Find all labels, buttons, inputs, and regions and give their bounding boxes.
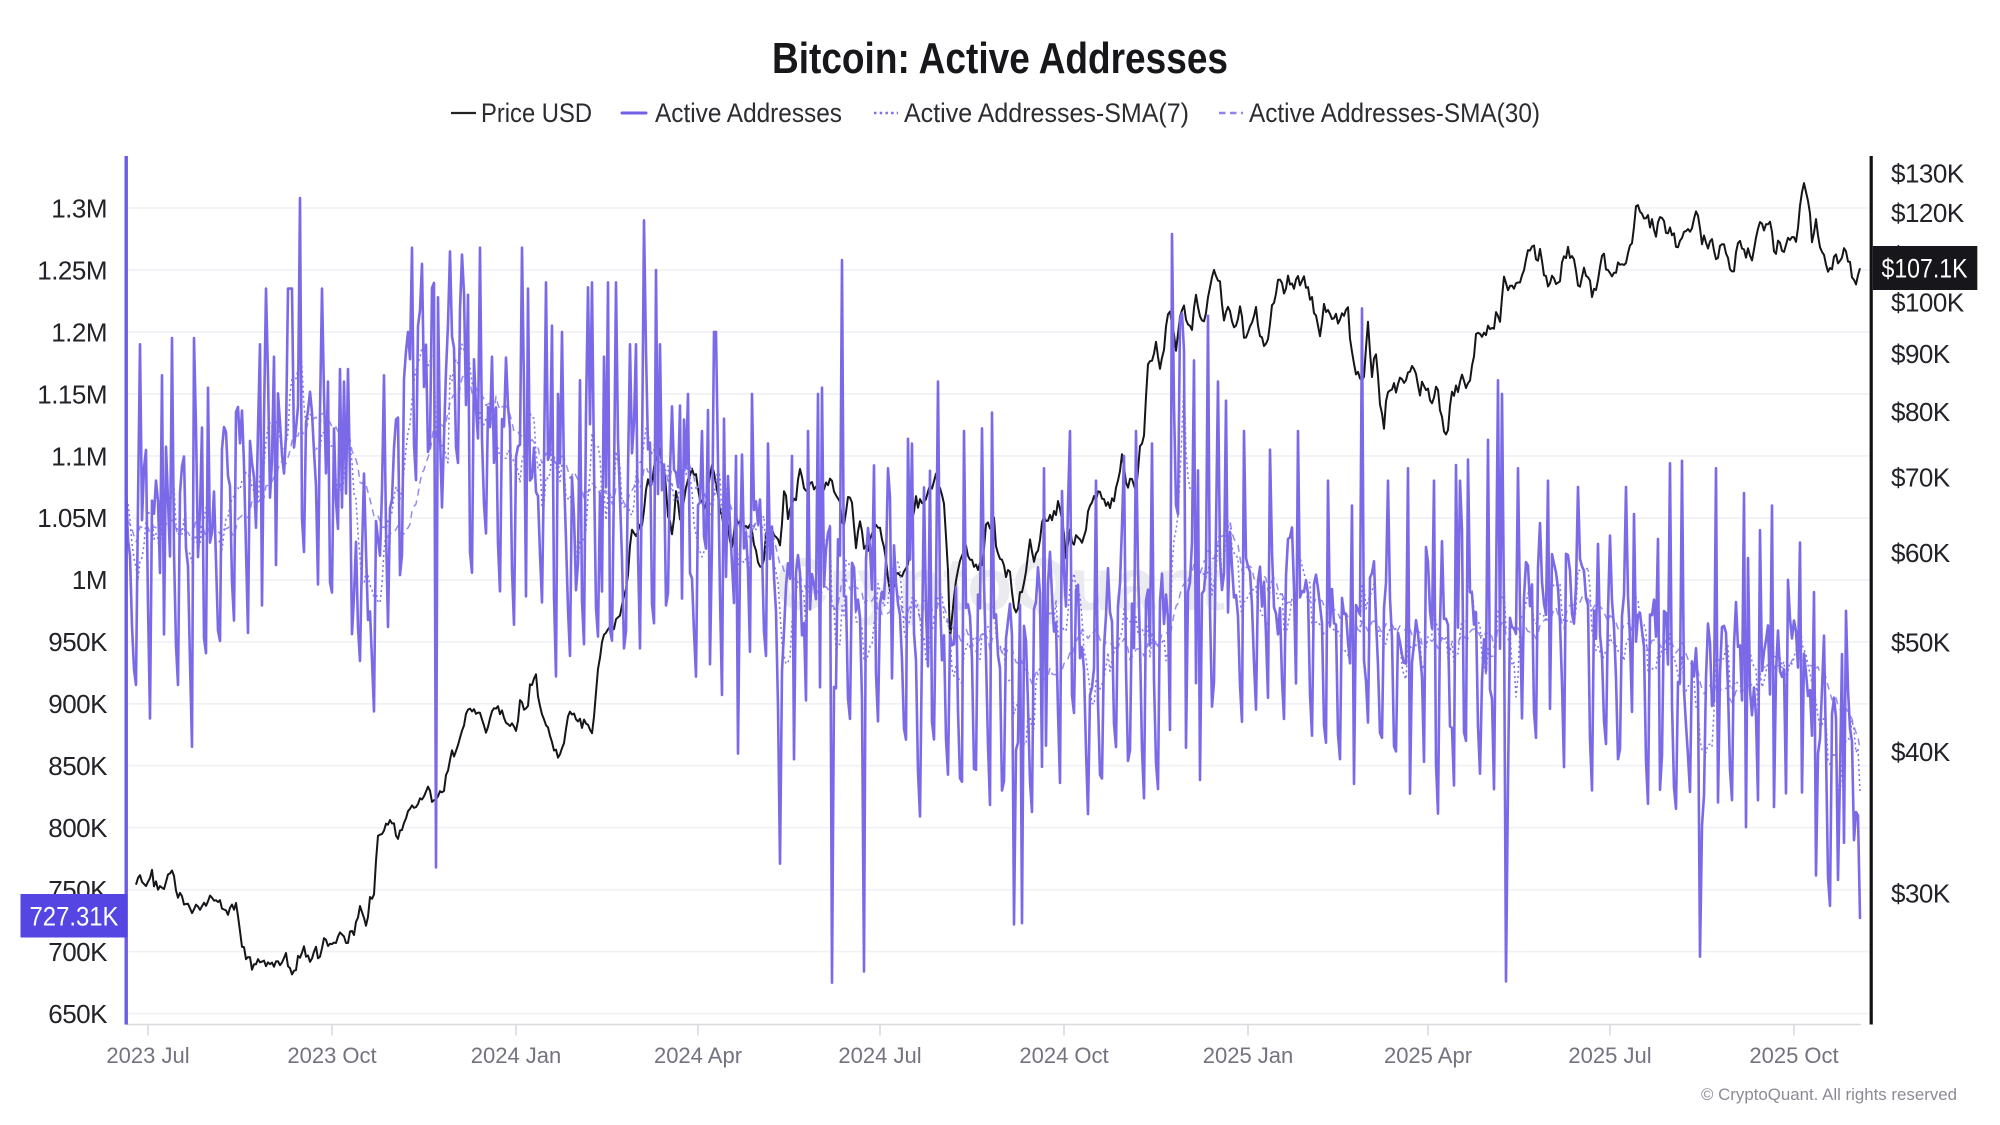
svg-text:$80K: $80K (1891, 397, 1951, 427)
svg-text:850K: 850K (48, 751, 108, 781)
svg-text:$30K: $30K (1891, 878, 1951, 908)
svg-text:$60K: $60K (1891, 538, 1951, 568)
svg-text:2025 Apr: 2025 Apr (1384, 1043, 1472, 1068)
svg-text:1.1M: 1.1M (51, 441, 107, 471)
svg-text:Price USD: Price USD (481, 98, 592, 128)
svg-text:1.3M: 1.3M (51, 193, 107, 223)
svg-text:Active Addresses-SMA(30): Active Addresses-SMA(30) (1249, 98, 1540, 128)
svg-text:$107.1K: $107.1K (1882, 253, 1968, 283)
svg-text:2023 Jul: 2023 Jul (106, 1043, 189, 1068)
svg-text:Bitcoin: Active Addresses: Bitcoin: Active Addresses (772, 34, 1228, 83)
svg-text:650K: 650K (48, 999, 108, 1029)
svg-text:2024 Jul: 2024 Jul (838, 1043, 921, 1068)
svg-text:2025 Jan: 2025 Jan (1203, 1043, 1294, 1068)
svg-text:Active Addresses-SMA(7): Active Addresses-SMA(7) (904, 98, 1189, 128)
svg-text:1.25M: 1.25M (37, 255, 107, 285)
svg-text:2024 Jan: 2024 Jan (471, 1043, 562, 1068)
svg-text:2023 Oct: 2023 Oct (287, 1043, 376, 1068)
svg-text:800K: 800K (48, 813, 108, 843)
svg-text:1.15M: 1.15M (37, 379, 107, 409)
svg-text:$120K: $120K (1891, 198, 1965, 228)
svg-text:$130K: $130K (1891, 159, 1965, 189)
svg-text:2025 Oct: 2025 Oct (1749, 1043, 1838, 1068)
svg-text:727.31K: 727.31K (30, 901, 119, 931)
svg-text:$70K: $70K (1891, 462, 1951, 492)
svg-text:$40K: $40K (1891, 737, 1951, 767)
svg-text:2024 Oct: 2024 Oct (1019, 1043, 1108, 1068)
svg-text:900K: 900K (48, 689, 108, 719)
svg-text:$100K: $100K (1891, 287, 1965, 317)
svg-text:2025 Jul: 2025 Jul (1568, 1043, 1651, 1068)
svg-text:© CryptoQuant. All rights rese: © CryptoQuant. All rights reserved (1701, 1085, 1957, 1104)
svg-text:1.05M: 1.05M (37, 503, 107, 533)
svg-text:$50K: $50K (1891, 628, 1951, 658)
svg-text:$90K: $90K (1891, 339, 1951, 369)
svg-text:950K: 950K (48, 627, 108, 657)
svg-text:Active Addresses: Active Addresses (655, 98, 842, 128)
svg-text:1.2M: 1.2M (51, 317, 107, 347)
svg-text:1M: 1M (72, 565, 107, 595)
svg-text:700K: 700K (48, 937, 108, 967)
svg-text:2024 Apr: 2024 Apr (654, 1043, 742, 1068)
